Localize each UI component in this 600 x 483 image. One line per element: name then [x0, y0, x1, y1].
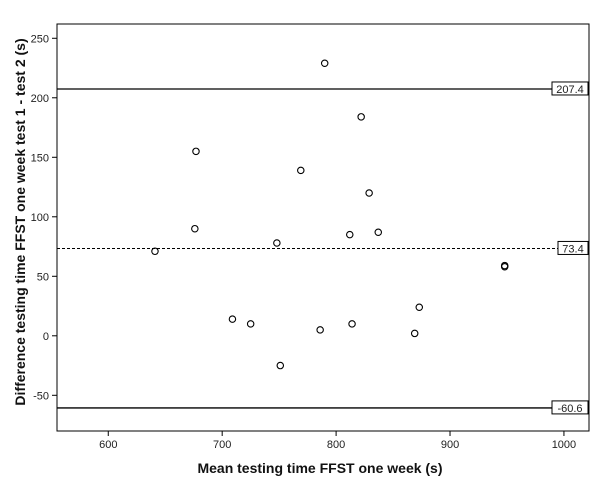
y-tick-label: 100 — [31, 212, 49, 224]
x-tick-label: 1000 — [552, 439, 576, 451]
data-point — [273, 239, 281, 247]
data-point — [500, 263, 509, 271]
data-point — [228, 315, 237, 323]
data-point — [191, 224, 199, 233]
x-axis-title: Mean testing time FFST one week (s) — [197, 460, 442, 476]
y-tick-label: 50 — [37, 271, 49, 283]
plot-area — [56, 23, 590, 432]
data-point — [297, 166, 305, 175]
data-point — [276, 361, 285, 370]
x-tick-label: 700 — [213, 439, 231, 451]
data-point — [316, 326, 324, 334]
x-axis: 600 700 800 900 1000 — [99, 431, 576, 451]
y-tick-label: 200 — [31, 93, 49, 105]
y-tick-label: 150 — [31, 152, 49, 164]
data-point — [192, 147, 200, 156]
reference-label-box — [551, 81, 589, 96]
data-point — [346, 230, 354, 239]
data-point — [357, 113, 365, 121]
reference-label: 207.4 — [556, 84, 584, 96]
data-point — [246, 320, 255, 328]
y-tick-label: 250 — [31, 33, 49, 45]
data-point — [374, 228, 383, 237]
data-point — [410, 329, 419, 338]
data-point — [151, 247, 159, 256]
data-points — [151, 59, 509, 370]
reference-label: -60.6 — [557, 403, 582, 415]
reference-lines: 207.4 73.4 -60.6 — [57, 81, 589, 415]
data-point — [365, 189, 373, 197]
reference-label-box — [557, 240, 589, 255]
y-tick-label: 0 — [43, 331, 49, 343]
data-point — [320, 59, 329, 68]
x-tick-label: 800 — [327, 439, 345, 451]
x-tick-label: 900 — [441, 439, 459, 451]
x-tick-label: 600 — [99, 439, 117, 451]
y-tick-label: -50 — [33, 390, 49, 402]
reference-label-box — [551, 400, 589, 415]
y-axis: -50 0 50 100 150 200 250 — [31, 33, 57, 402]
y-axis-title: Difference testing time FFST one week te… — [12, 38, 28, 405]
data-point — [415, 303, 424, 311]
data-point — [348, 320, 356, 328]
reference-label: 73.4 — [562, 243, 583, 255]
